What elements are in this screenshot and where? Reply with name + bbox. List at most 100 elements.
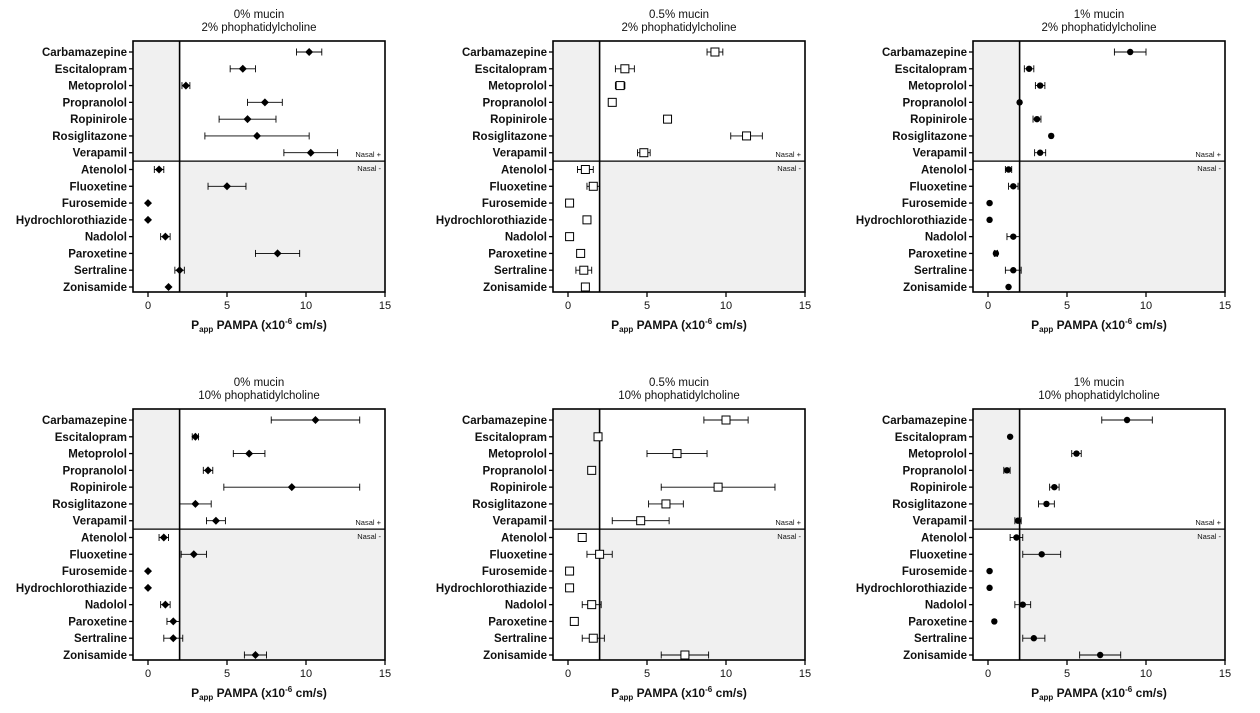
drug-label: Rosiglitazone [472, 131, 547, 143]
nasal-pos-label: Nasal + [775, 150, 801, 159]
drug-label: Propranolol [482, 97, 547, 109]
x-tick-label: 10 [300, 668, 312, 680]
xlabel-unit: cm/s) [1132, 686, 1167, 700]
drug-label: Paroxetine [908, 616, 967, 628]
data-point [1127, 48, 1134, 56]
drug-label: Escitalopram [55, 432, 127, 444]
x-tick-label: 5 [644, 668, 650, 680]
panel-title-mucin: 0.5% mucin [649, 377, 709, 389]
drug-label: Atenolol [81, 533, 127, 545]
drug-label: Hydrochlorothiazide [16, 215, 127, 227]
drug-label: Fluoxetine [909, 549, 967, 561]
drug-label: Sertraline [494, 633, 547, 645]
drug-label: Sertraline [914, 633, 967, 645]
drug-label: Ropinirole [70, 482, 127, 494]
data-point [243, 115, 252, 124]
x-tick-label: 0 [565, 300, 571, 312]
drug-label: Metoprolol [908, 81, 967, 93]
nasal-neg-label: Nasal - [1197, 164, 1221, 173]
x-tick-label: 15 [379, 300, 391, 312]
data-point [1048, 132, 1055, 140]
x-tick-label: 0 [145, 300, 151, 312]
drug-label: Hydrochlorothiazide [16, 583, 127, 595]
xlabel-unit: cm/s) [712, 686, 747, 700]
data-point [1010, 267, 1017, 274]
data-point [620, 64, 630, 74]
drug-label: Carbamazepine [462, 415, 547, 427]
drug-label: Metoprolol [908, 449, 967, 461]
nasal-pos-label: Nasal + [355, 150, 381, 159]
data-point [615, 81, 625, 91]
drug-label: Rosiglitazone [52, 131, 127, 143]
drug-label: Paroxetine [68, 616, 127, 628]
x-tick-label: 0 [145, 668, 151, 680]
xlabel-subscript: app [619, 693, 633, 702]
data-point [144, 583, 152, 592]
data-point [181, 81, 190, 90]
drug-label: Verapamil [493, 148, 547, 160]
data-point [311, 416, 320, 424]
shade-nasal-pos-region [133, 409, 180, 530]
drug-label: Zonisamide [483, 650, 547, 662]
data-point [991, 618, 998, 625]
data-point [663, 114, 673, 124]
data-point [245, 449, 254, 458]
shade-nasal-pos-region [133, 41, 180, 162]
data-point [992, 250, 1000, 257]
drug-label: Furosemide [482, 198, 547, 210]
drug-label: Escitalopram [475, 432, 547, 444]
nasal-pos-label: Nasal + [775, 518, 801, 527]
plot-frame [132, 408, 386, 661]
drug-label: Sertraline [74, 633, 127, 645]
xlabel-unit: cm/s) [1132, 318, 1167, 332]
data-point [169, 617, 178, 626]
data-point [639, 148, 649, 158]
x-tick-label: 5 [1064, 668, 1070, 680]
xlabel-exponent: -6 [1125, 317, 1133, 326]
drug-label: Ropinirole [910, 482, 967, 494]
data-point [1013, 534, 1020, 541]
drug-label: Furosemide [902, 198, 967, 210]
xlabel-unit: cm/s) [292, 318, 327, 332]
data-point [593, 432, 603, 442]
x-tick-label: 15 [799, 300, 811, 312]
data-point [1005, 166, 1012, 173]
xlabel-main: P [1031, 686, 1039, 700]
data-point [253, 131, 262, 140]
xlabel-subscript: app [619, 325, 633, 334]
drug-label: Propranolol [62, 465, 127, 477]
data-point [161, 600, 170, 609]
data-point [238, 64, 247, 73]
x-tick-label: 0 [985, 668, 991, 680]
data-point [595, 549, 605, 559]
nasal-pos-label: Nasal + [1195, 150, 1221, 159]
xlabel-subscript: app [199, 693, 213, 702]
x-tick-label: 0 [565, 668, 571, 680]
panel-title-pc: 2% phophatidylcholine [621, 22, 736, 34]
x-tick-label: 10 [1140, 300, 1152, 312]
data-point [1051, 483, 1058, 491]
nasal-neg-label: Nasal - [1197, 532, 1221, 541]
data-point [1036, 82, 1044, 89]
nasal-pos-label: Nasal + [1195, 518, 1221, 527]
data-point [1033, 115, 1041, 123]
drug-label: Rosiglitazone [472, 499, 547, 511]
drug-label: Escitalopram [895, 64, 967, 76]
drug-label: Ropinirole [910, 114, 967, 126]
xlabel-main: P [1031, 318, 1039, 332]
data-point [582, 215, 592, 225]
data-point [986, 584, 993, 592]
drug-label: Zonisamide [903, 282, 967, 294]
shade-nasal-neg-region [1019, 161, 1225, 292]
drug-label: Verapamil [913, 148, 967, 160]
x-axis-label: Papp PAMPA (x10-6 cm/s) [191, 685, 327, 702]
panel-title-mucin: 0.5% mucin [649, 9, 709, 21]
drug-label: Carbamazepine [462, 47, 547, 59]
data-point [565, 198, 575, 208]
drug-label: Carbamazepine [42, 415, 127, 427]
drug-label: Paroxetine [908, 248, 967, 260]
data-point [305, 48, 314, 56]
data-point [1019, 601, 1026, 608]
